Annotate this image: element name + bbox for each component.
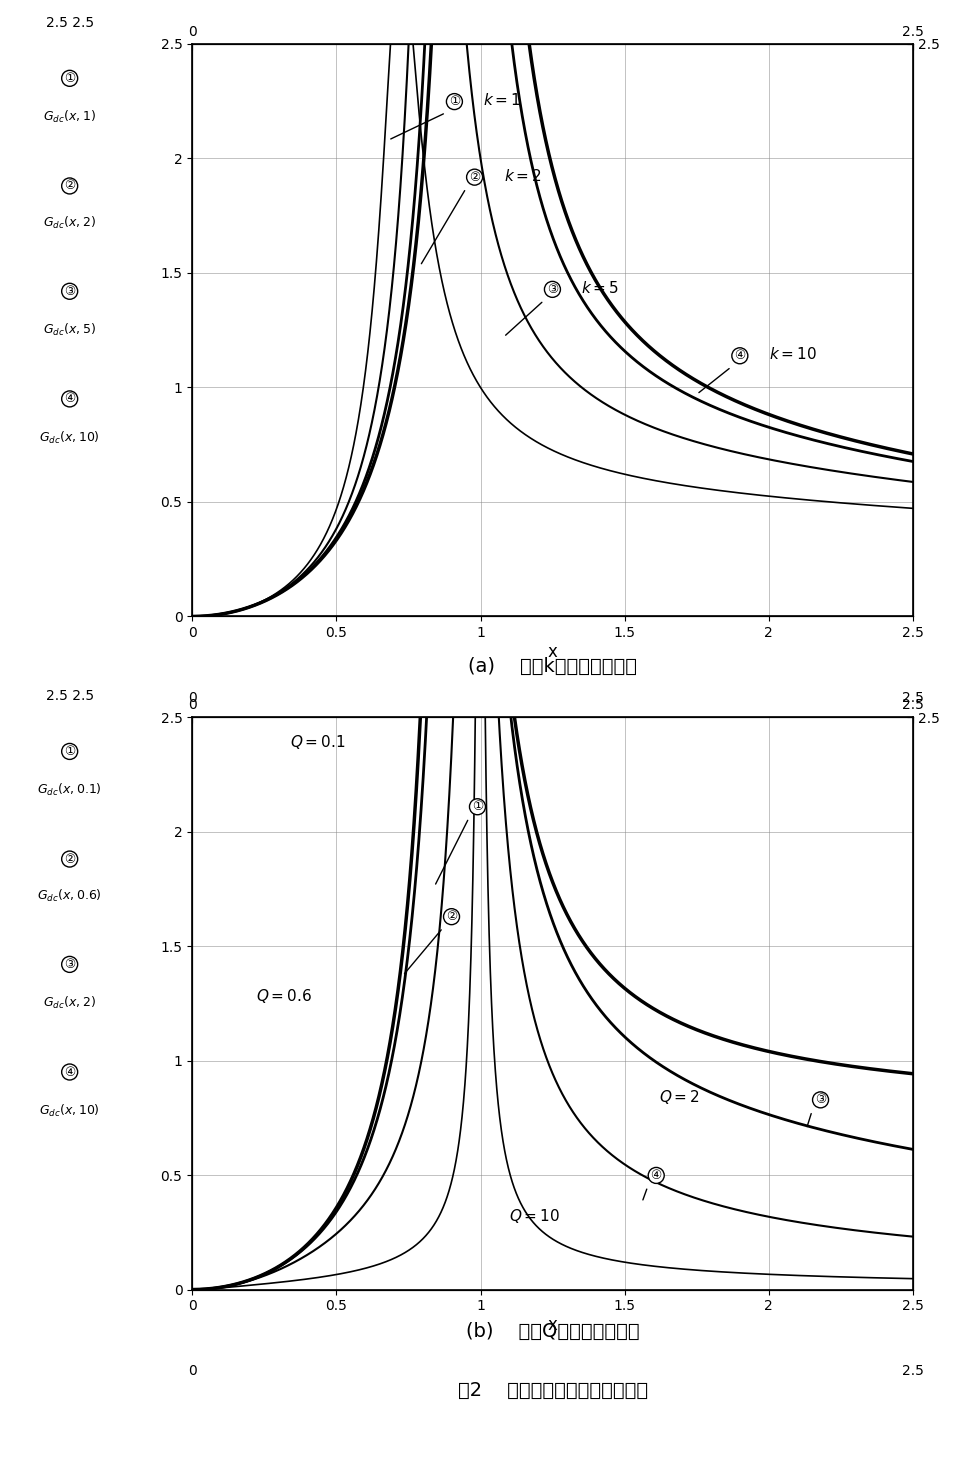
Text: $Q=0.6$: $Q=0.6$ bbox=[256, 987, 311, 1006]
Text: ④: ④ bbox=[64, 1066, 75, 1079]
Text: 2.5: 2.5 bbox=[902, 1363, 924, 1378]
Text: (a)    不同k值下的直流增益: (a) 不同k值下的直流增益 bbox=[468, 657, 637, 676]
Text: $G_{dc}(x,10)$: $G_{dc}(x,10)$ bbox=[39, 430, 100, 446]
Text: ②: ② bbox=[64, 853, 75, 865]
Text: ④: ④ bbox=[734, 349, 746, 362]
Text: $G_{dc}(x,10)$: $G_{dc}(x,10)$ bbox=[39, 1102, 100, 1119]
Text: (b)    不同Q值下的直流增益: (b) 不同Q值下的直流增益 bbox=[466, 1322, 639, 1341]
Text: $k=1$: $k=1$ bbox=[483, 92, 521, 108]
Text: ①: ① bbox=[472, 800, 483, 814]
Text: $Q=2$: $Q=2$ bbox=[659, 1088, 701, 1105]
Text: ①: ① bbox=[449, 95, 460, 108]
Text: 2.5 2.5: 2.5 2.5 bbox=[45, 16, 94, 31]
Text: ①: ① bbox=[64, 72, 75, 85]
Text: 2.5 2.5: 2.5 2.5 bbox=[45, 689, 94, 704]
Text: ②: ② bbox=[469, 170, 480, 183]
Text: 2.5: 2.5 bbox=[902, 690, 924, 705]
Text: ①: ① bbox=[64, 745, 75, 758]
Text: $k=5$: $k=5$ bbox=[581, 280, 619, 296]
Text: ④: ④ bbox=[64, 393, 75, 406]
Text: ④: ④ bbox=[651, 1168, 662, 1182]
Text: $Q=0.1$: $Q=0.1$ bbox=[290, 733, 346, 751]
Text: ③: ③ bbox=[547, 283, 558, 296]
Text: 0: 0 bbox=[187, 1363, 197, 1378]
Text: 图2    不同参数对直流增益的影响: 图2 不同参数对直流增益的影响 bbox=[457, 1381, 648, 1400]
Text: ③: ③ bbox=[64, 284, 75, 298]
Text: 0: 0 bbox=[187, 690, 197, 705]
Text: $G_{dc}(x,2)$: $G_{dc}(x,2)$ bbox=[43, 995, 96, 1012]
Text: ②: ② bbox=[64, 179, 75, 192]
Text: $k=2$: $k=2$ bbox=[504, 167, 541, 183]
X-axis label: x: x bbox=[548, 1316, 557, 1334]
Text: $G_{dc}(x,1)$: $G_{dc}(x,1)$ bbox=[43, 108, 96, 125]
Text: $G_{dc}(x,0.1)$: $G_{dc}(x,0.1)$ bbox=[37, 783, 102, 799]
X-axis label: x: x bbox=[548, 644, 557, 661]
Text: ③: ③ bbox=[64, 957, 75, 970]
Text: $k=10$: $k=10$ bbox=[769, 346, 817, 362]
Text: $G_{dc}(x,2)$: $G_{dc}(x,2)$ bbox=[43, 214, 96, 230]
Text: ③: ③ bbox=[815, 1094, 826, 1107]
Text: $G_{dc}(x,5)$: $G_{dc}(x,5)$ bbox=[43, 323, 96, 339]
Text: $Q=10$: $Q=10$ bbox=[509, 1207, 560, 1226]
Text: $G_{dc}(x,0.6)$: $G_{dc}(x,0.6)$ bbox=[37, 887, 102, 903]
Text: ②: ② bbox=[446, 910, 457, 924]
